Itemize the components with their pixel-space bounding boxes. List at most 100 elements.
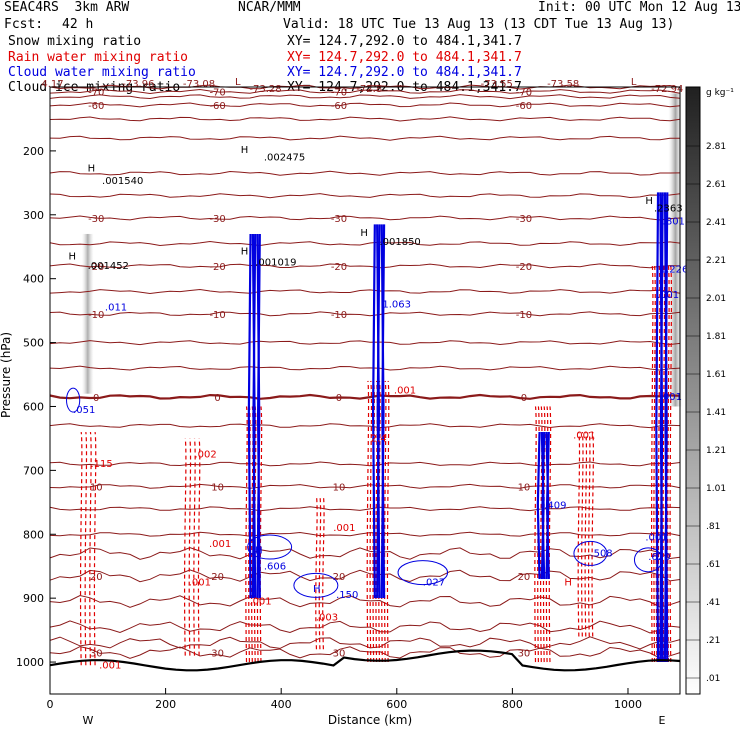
rain-contour <box>378 380 381 663</box>
annotation-label: .508 <box>590 549 612 560</box>
annotation-label: .001 <box>189 577 211 588</box>
temperature-contour <box>49 594 681 608</box>
annotation-label: .003 <box>316 613 338 624</box>
x-axis-label: Distance (km) <box>328 713 412 727</box>
annotation-label: .001540 <box>102 176 143 187</box>
rain-contour <box>84 431 88 666</box>
x-tick-label: 1000 <box>614 698 642 711</box>
rain-contour <box>183 438 187 656</box>
rain-contour <box>366 380 370 663</box>
contour-label: 10 <box>90 482 103 493</box>
field-snow-name: Snow mixing ratio <box>8 34 142 49</box>
rain-contour <box>548 406 552 663</box>
temperature-contour <box>49 506 681 512</box>
contour-label: -30 <box>88 214 104 225</box>
snow-shading-layer <box>81 93 683 407</box>
annotation-label: .001 <box>209 539 231 550</box>
axes-layer: 0 200 400 600 800 100020030040050060070080090… <box>16 145 642 711</box>
cloud-water-contour <box>540 432 545 580</box>
temperature-contour <box>49 620 681 634</box>
annotation-label: .001 <box>333 523 355 534</box>
contour-label: -70 <box>331 87 347 98</box>
field-cloudwater-name: Cloud water mixing ratio <box>8 65 196 80</box>
annotation-label: .115 <box>90 459 112 470</box>
forecast-label: Fcst: <box>4 17 44 32</box>
colorbar-labels: .01 .21 .41 .61 .81 1.01 1.21 1.41 1.61 1.81 2.01 2… <box>686 142 726 684</box>
rain-contour <box>667 265 670 663</box>
surface-pressure-line <box>49 649 681 672</box>
temperature-contours-layer: -70 -70 -70 -70 -60 -60 -60 -60 -30 -30 -30 -30 -20 -… <box>49 84 681 659</box>
annotations-layer: 4.17 -73.96 -73.08 L -73.28 -72.8 -73.55 -73.58… <box>41 77 688 671</box>
rain-contour <box>79 431 83 666</box>
snow-shade <box>668 93 683 407</box>
cloud-water-contour <box>256 233 261 599</box>
rain-contour <box>386 380 390 663</box>
y-tick-label: 600 <box>23 400 44 413</box>
snow-shade <box>81 233 94 394</box>
rain-contour <box>657 265 661 663</box>
annotation-label: .001 <box>657 290 679 301</box>
annotation-label: H <box>564 577 572 588</box>
cloud-water-contour <box>380 224 385 599</box>
rain-contour <box>369 380 373 663</box>
temperature-contour <box>49 569 681 583</box>
cloud-water-contour <box>66 387 81 413</box>
contour-label: -60 <box>88 101 104 112</box>
field-rain-name: Rain water mixing ratio <box>8 50 189 65</box>
temperature-contour <box>49 288 681 295</box>
contour-label: -10 <box>331 310 347 321</box>
rain-contour <box>322 495 325 650</box>
rain-contour <box>259 406 263 663</box>
annotation-label: .001 <box>99 660 121 671</box>
rain-contour <box>245 406 248 663</box>
cloud-water-contour <box>397 560 449 586</box>
contour-label: -30 <box>331 214 347 225</box>
temperature-contour <box>49 193 681 199</box>
annotation-label: 1.063 <box>382 299 411 310</box>
contour-label: 0 <box>521 393 527 404</box>
colorbar-level-label: 1.61 <box>706 370 726 380</box>
contour-label: -60 <box>209 101 225 112</box>
contour-label: 10 <box>333 482 346 493</box>
temperature-contour <box>49 483 681 489</box>
temperature-contour <box>49 531 681 537</box>
colorbar-level-label: 2.61 <box>706 180 726 190</box>
annotation-label: .001850 <box>379 237 420 248</box>
annotation-label: H <box>313 584 321 595</box>
temperature-contour <box>49 170 681 176</box>
annotation-label: .002 <box>194 450 216 461</box>
contour-label: 0 <box>336 393 342 404</box>
temperature-contour <box>49 311 681 317</box>
contour-label: 30 <box>518 648 531 659</box>
rain-contour <box>534 406 537 663</box>
cloud-water-contour <box>376 224 381 599</box>
annotation-label: -73.55 <box>481 79 513 90</box>
rain-contour <box>318 495 322 650</box>
ground-layer <box>49 649 681 672</box>
annotation-label: .001452 <box>88 261 129 272</box>
contour-label: 0 <box>214 393 220 404</box>
rain-contour <box>650 265 654 663</box>
cloud-water-contour <box>659 192 664 663</box>
y-tick-label: 200 <box>23 145 44 158</box>
contour-label: 10 <box>211 482 224 493</box>
cloud-water-contour <box>541 432 546 580</box>
contour-label: 30 <box>211 648 224 659</box>
y-tick-label: 300 <box>23 209 44 222</box>
annotation-label: .001 <box>660 392 682 403</box>
temperature-contour <box>49 240 681 247</box>
annotation-label: .001019 <box>255 257 296 268</box>
cloud-water-contour <box>247 233 252 599</box>
contour-label: -20 <box>88 262 104 273</box>
annotation-label: .150 <box>336 590 358 601</box>
cloud-water-contour <box>633 547 663 573</box>
temperature-contour <box>49 423 681 429</box>
rain-contour <box>89 431 92 666</box>
rain-contour <box>669 265 673 663</box>
y-tick-label: 700 <box>23 464 44 477</box>
temperature-contour <box>49 636 681 650</box>
annotation-label: .620 <box>648 552 670 563</box>
annotation-label: -73.58 <box>547 79 579 90</box>
annotation-label: -72.94 <box>651 84 683 95</box>
temperature-contour <box>49 263 681 269</box>
